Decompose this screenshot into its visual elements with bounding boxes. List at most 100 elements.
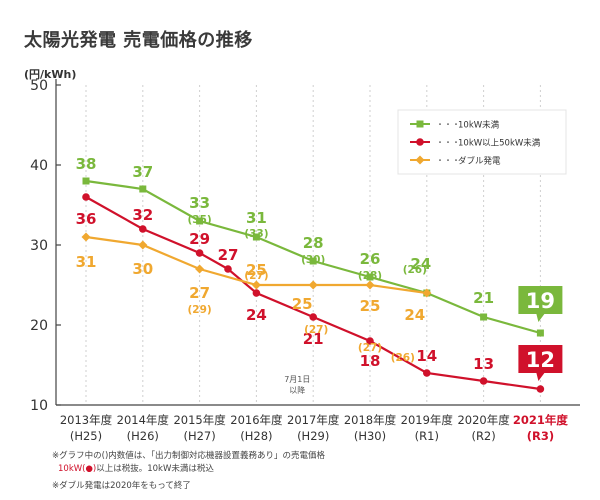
- legend-marker-0: [416, 120, 424, 128]
- series-double-label-5: 25: [360, 297, 381, 315]
- annotation-date: 7月1日: [284, 375, 310, 384]
- series-10to50kw-point-9: [536, 385, 545, 393]
- series-10to50kw-label-2: 29: [189, 230, 210, 248]
- series-10to50kw-line: [85, 196, 541, 391]
- series-10to50kw-label-6: 18: [360, 352, 381, 370]
- series-double-label-1: 30: [132, 260, 153, 278]
- series-10to50kw-label-0: 36: [76, 210, 97, 228]
- series-under10kw-label-1: 37: [132, 163, 153, 181]
- legend-label-0: 10kW未満: [458, 120, 500, 131]
- series-10to50kw-point-3: [224, 265, 232, 273]
- annotation-after: 以降: [289, 385, 305, 395]
- y-tick-label-10: 10: [30, 398, 48, 414]
- x-tick-label-year-0: 2013年度: [60, 413, 113, 427]
- x-tick-label-era-6: (R1): [415, 429, 439, 443]
- x-tick-label-year-4: 2017年度: [287, 413, 340, 427]
- x-tick-label-era-2: (H27): [183, 429, 215, 443]
- series-under10kw-point-1: [139, 185, 147, 193]
- series-under10kw-point-5: [366, 273, 374, 281]
- series-under10kw-label-3: 31: [246, 209, 267, 227]
- series-double-point-2: [195, 264, 205, 274]
- series-double-sublabel-3: (27): [244, 270, 268, 282]
- series-under10kw-label-0: 38: [76, 155, 97, 173]
- legend-label-2: ダブル発電: [458, 156, 501, 167]
- series-under10kw-sublabel-2: (35): [187, 214, 211, 226]
- x-tick-label-era-7: (R2): [471, 429, 495, 443]
- series-double-sublabel-4: (27): [304, 324, 328, 336]
- series-under10kw-point-7: [480, 313, 488, 321]
- series-10to50kw-point-1: [139, 225, 147, 233]
- x-tick-label-year-2: 2015年度: [173, 413, 226, 427]
- series-double-label-0: 31: [76, 253, 97, 271]
- series-double-point-6: [422, 288, 432, 298]
- series-under10kw-point-0: [82, 177, 90, 185]
- y-tick-label-50: 50: [30, 78, 48, 94]
- series-under10kw-sublabel-4: (30): [301, 254, 325, 266]
- series-under10kw-point-8: [536, 329, 544, 337]
- series-under10kw-label-4: 28: [303, 234, 324, 252]
- legend-dots-0: ・・・: [436, 120, 460, 129]
- y-axis-unit-label: (円/kWh): [24, 68, 77, 81]
- series-10to50kw-label-1: 32: [132, 206, 153, 224]
- series-double-point-1: [138, 240, 148, 250]
- series-under10kw-label-7: 21: [473, 289, 494, 307]
- series-under10kw-label-6: 24: [410, 255, 431, 273]
- chart-title: 太陽光発電 売電価格の推移: [24, 30, 253, 51]
- series-under10kw-point-4: [309, 257, 317, 265]
- series-double-label-3: 25: [246, 261, 267, 279]
- series-10to50kw-callout: [518, 345, 563, 381]
- series-under10kw-point-3: [252, 233, 260, 241]
- series-double-label-6: 24: [404, 306, 425, 324]
- series-double-point-0: [81, 232, 91, 242]
- x-tick-label-era-1: (H26): [127, 429, 159, 443]
- series-under10kw-sublabel-3: (33): [244, 228, 268, 240]
- series-10to50kw-label-4: 24: [246, 306, 267, 324]
- footnote-tax-rest: 以上は税抜。10kW未満は税込: [96, 464, 214, 474]
- series-10to50kw-point-8: [479, 377, 488, 385]
- series-10to50kw-label-9: 12: [526, 348, 555, 372]
- series-under10kw-point-2: [196, 217, 204, 225]
- footnote-parentheses: ※グラフ中の()内数値は、「出力制御対応機器設置義務あり」の売電価格: [52, 451, 326, 461]
- y-tick-label-30: 30: [30, 238, 48, 254]
- x-tick-label-year-8: 2021年度: [513, 413, 569, 427]
- series-10to50kw-point-4: [252, 289, 261, 297]
- x-tick-label-year-3: 2016年度: [230, 413, 283, 427]
- x-tick-label-era-8: (R3): [527, 429, 554, 443]
- series-10to50kw-point-5: [309, 313, 318, 321]
- x-tick-label-year-1: 2014年度: [117, 413, 170, 427]
- series-double-point-3: [251, 280, 261, 290]
- series-double-point-4: [308, 280, 318, 290]
- series-under10kw-sublabel-6: (26): [403, 264, 427, 276]
- series-double-label-2: 27: [189, 284, 210, 302]
- x-tick-label-year-5: 2018年度: [344, 413, 397, 427]
- legend-marker-2: [415, 155, 425, 165]
- legend-marker-1: [416, 138, 424, 146]
- series-under10kw-callout: [518, 286, 563, 322]
- legend-dots-2: ・・・: [436, 156, 460, 165]
- footnote-tax: 10kW(●)以上は税抜。10kW未満は税込: [58, 462, 214, 474]
- series-10to50kw-label-3: 27: [218, 246, 239, 264]
- legend-label-1: 10kW以上50kW未満: [458, 138, 541, 149]
- series-10to50kw-point-0: [82, 193, 90, 201]
- series-10to50kw-point-7: [423, 369, 431, 377]
- series-double-label-4: 25: [292, 295, 313, 313]
- y-tick-label-20: 20: [30, 318, 48, 334]
- series-under10kw-sublabel-5: (28): [358, 270, 382, 282]
- x-tick-label-year-7: 2020年度: [457, 413, 510, 427]
- series-under10kw-label-8: 19: [526, 289, 555, 313]
- series-10to50kw-label-7: 14: [416, 347, 437, 365]
- x-tick-label-era-0: (H25): [70, 429, 102, 443]
- series-double-sublabel-5: (27): [358, 342, 382, 354]
- series-double-sublabel-6: (26): [391, 352, 415, 364]
- footnote-tax-red: 10kW(●): [58, 464, 97, 474]
- x-tick-label-era-4: (H29): [297, 429, 329, 443]
- x-tick-label-era-3: (H28): [240, 429, 272, 443]
- series-10to50kw-label-8: 13: [473, 355, 494, 373]
- series-under10kw-label-2: 33: [189, 194, 210, 212]
- series-10to50kw-point-6: [366, 337, 374, 345]
- series-10to50kw-point-2: [195, 249, 204, 257]
- series-double-sublabel-2: (29): [187, 304, 211, 316]
- x-tick-label-year-6: 2019年度: [401, 413, 454, 427]
